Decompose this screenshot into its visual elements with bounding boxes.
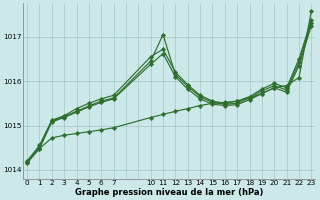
- X-axis label: Graphe pression niveau de la mer (hPa): Graphe pression niveau de la mer (hPa): [75, 188, 263, 197]
